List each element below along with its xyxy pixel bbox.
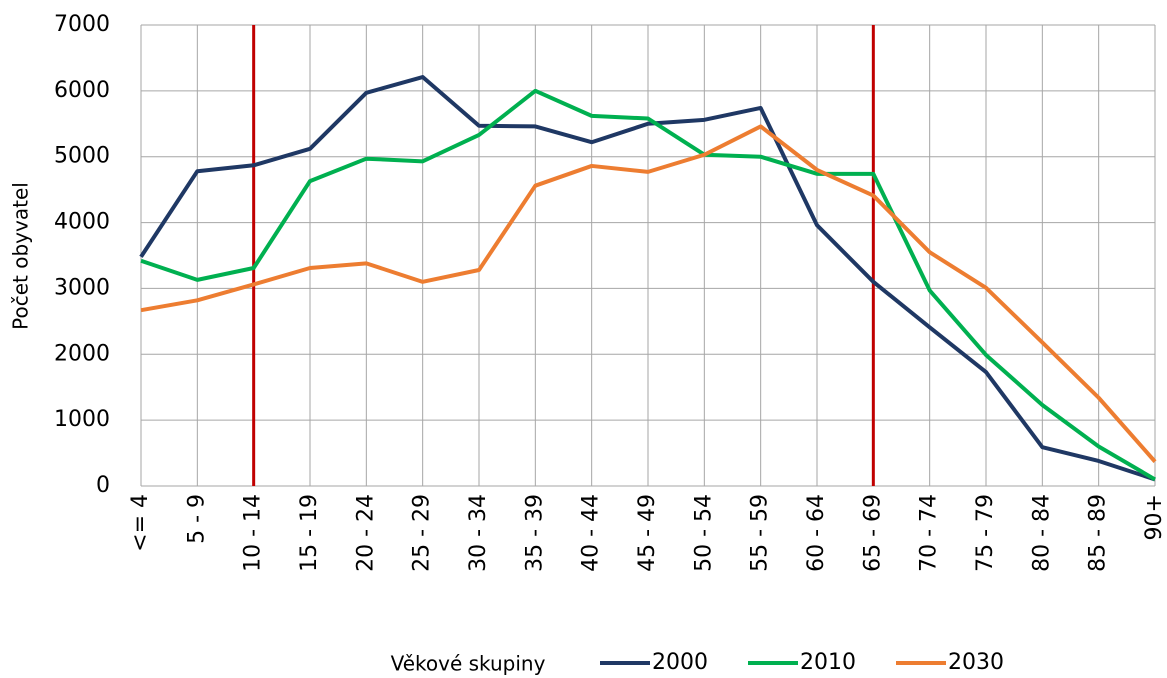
x-tick-label: 5 - 9 <box>184 494 209 544</box>
x-tick-label: 30 - 34 <box>466 494 491 572</box>
legend-label: 2030 <box>948 650 1004 675</box>
x-tick-label: <= 4 <box>128 494 153 552</box>
x-tick-label: 80 - 84 <box>1029 494 1054 572</box>
x-tick-label: 40 - 44 <box>579 494 604 572</box>
y-tick-label: 5000 <box>54 144 110 169</box>
legend-label: 2000 <box>652 650 708 675</box>
x-tick-label: 20 - 24 <box>353 494 378 572</box>
x-tick-label: 90+ <box>1142 494 1167 540</box>
y-tick-label: 0 <box>96 473 110 498</box>
y-tick-label: 4000 <box>54 210 110 235</box>
series-line <box>139 75 1156 482</box>
x-tick-label: 45 - 49 <box>635 494 660 572</box>
y-tick-label: 7000 <box>54 12 110 37</box>
x-tick-label: 60 - 64 <box>804 494 829 572</box>
series-line <box>140 124 1157 463</box>
x-tick-label: 10 - 14 <box>241 494 266 572</box>
x-tick-label: 15 - 19 <box>297 494 322 572</box>
x-tick-label: 65 - 69 <box>860 494 885 572</box>
y-tick-label: 1000 <box>54 407 110 432</box>
x-tick-label: 70 - 74 <box>917 494 942 572</box>
x-tick-label: 50 - 54 <box>691 494 716 572</box>
y-tick-label: 2000 <box>54 341 110 366</box>
x-tick-label: 55 - 59 <box>748 494 773 572</box>
legend-label: 2010 <box>800 650 856 675</box>
x-tick-label: 35 - 39 <box>522 494 547 572</box>
y-tick-label: 3000 <box>54 275 110 300</box>
series-line <box>140 88 1157 482</box>
x-tick-label: 75 - 79 <box>973 494 998 572</box>
y-axis-label: Počet obyvatel <box>9 182 33 330</box>
x-tick-label: 25 - 29 <box>410 494 435 572</box>
x-tick-label: 85 - 89 <box>1086 494 1111 572</box>
x-axis-label: Věkové skupiny <box>391 652 546 676</box>
y-tick-label: 6000 <box>54 78 110 103</box>
